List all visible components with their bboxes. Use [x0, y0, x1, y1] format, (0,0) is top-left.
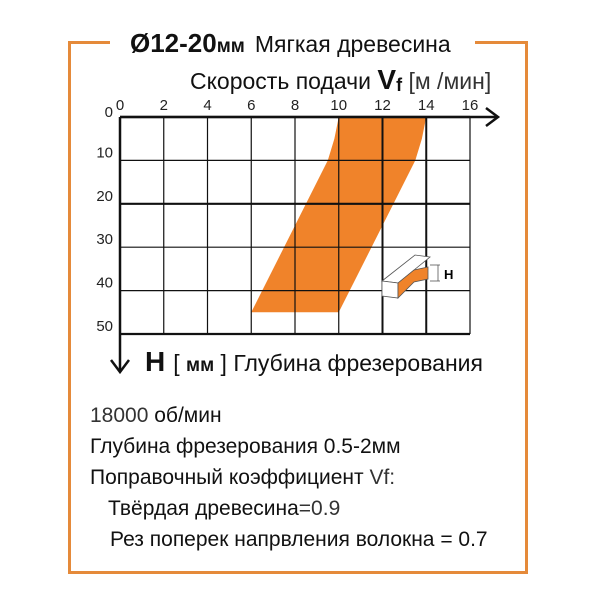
correction-symbol: Vf:: [369, 466, 396, 489]
x-tick-label: 4: [203, 97, 211, 114]
y-unit-text: мм: [186, 355, 215, 376]
x-tick-label: 8: [291, 97, 299, 114]
rpm-unit: об/мин: [154, 404, 222, 427]
notes: 18000 об/мин Глубина фрезерования 0.5-2м…: [90, 400, 488, 555]
x-axis-label: Скорость подачи Vf [м /мин]: [190, 64, 491, 96]
correction-line: Поправочный коэффициент Vf:: [90, 462, 488, 493]
frame-right: [525, 41, 528, 574]
hardwood-label: Твёрдая древесина: [108, 497, 299, 520]
frame-left: [68, 41, 71, 574]
y-tick-label: 0: [105, 104, 113, 121]
frame-top-left: [68, 41, 110, 44]
y-label-text: Глубина фрезерования: [233, 350, 483, 376]
diameter-unit: мм: [216, 36, 245, 57]
correction-label: Поправочный коэффициент: [90, 466, 364, 489]
x-tick-label: 14: [418, 97, 435, 114]
x-tick-label: 16: [462, 97, 479, 114]
y-unit-open: [: [173, 350, 180, 376]
cross-grain-line: Рез поперек напрвления волокна = 0.7: [110, 528, 488, 551]
frame-bottom: [68, 571, 528, 574]
x-tick-label: 0: [116, 97, 124, 114]
depth-line: Глубина фрезерования 0.5-2мм: [90, 435, 401, 458]
diameter: Ø12-20: [130, 28, 217, 58]
y-tick-label: 50: [96, 318, 113, 335]
y-unit-close: ]: [220, 350, 227, 376]
x-symbol-main: V: [377, 64, 397, 95]
material: Мягкая древесина: [254, 31, 451, 57]
rpm-value: 18000: [90, 404, 149, 427]
y-unit: [ мм ]: [173, 350, 227, 376]
rpm-line: 18000 об/мин: [90, 400, 488, 431]
y-axis-label: H [ мм ] Глубина фрезерования: [145, 346, 483, 378]
y-symbol: H: [145, 346, 166, 377]
x-tick-label: 12: [374, 97, 391, 114]
y-tick-label: 20: [96, 188, 113, 205]
workpiece-icon: [381, 254, 440, 299]
x-tick-label: 2: [160, 97, 168, 114]
y-tick-label: 30: [96, 231, 113, 248]
chart-title: Ø12-20мм Мягкая древесина: [130, 28, 451, 59]
hardwood-line: Твёрдая древесина=0.9: [90, 493, 488, 524]
y-tick-label: 40: [96, 275, 113, 292]
x-label-text: Скорость подачи: [190, 68, 371, 94]
x-symbol: Vf: [377, 64, 402, 95]
x-tick-label: 10: [330, 97, 347, 114]
x-symbol-sub: f: [396, 75, 403, 95]
x-tick-label: 6: [247, 97, 255, 114]
frame-top-right: [475, 41, 528, 44]
x-unit: [м /мин]: [408, 68, 492, 94]
y-tick-label: 10: [96, 144, 113, 161]
x-axis-arrow-icon: [485, 107, 501, 127]
y-axis-arrow-icon: [110, 359, 130, 375]
hardwood-value: =0.9: [298, 497, 341, 520]
inset-label: H: [444, 267, 453, 282]
